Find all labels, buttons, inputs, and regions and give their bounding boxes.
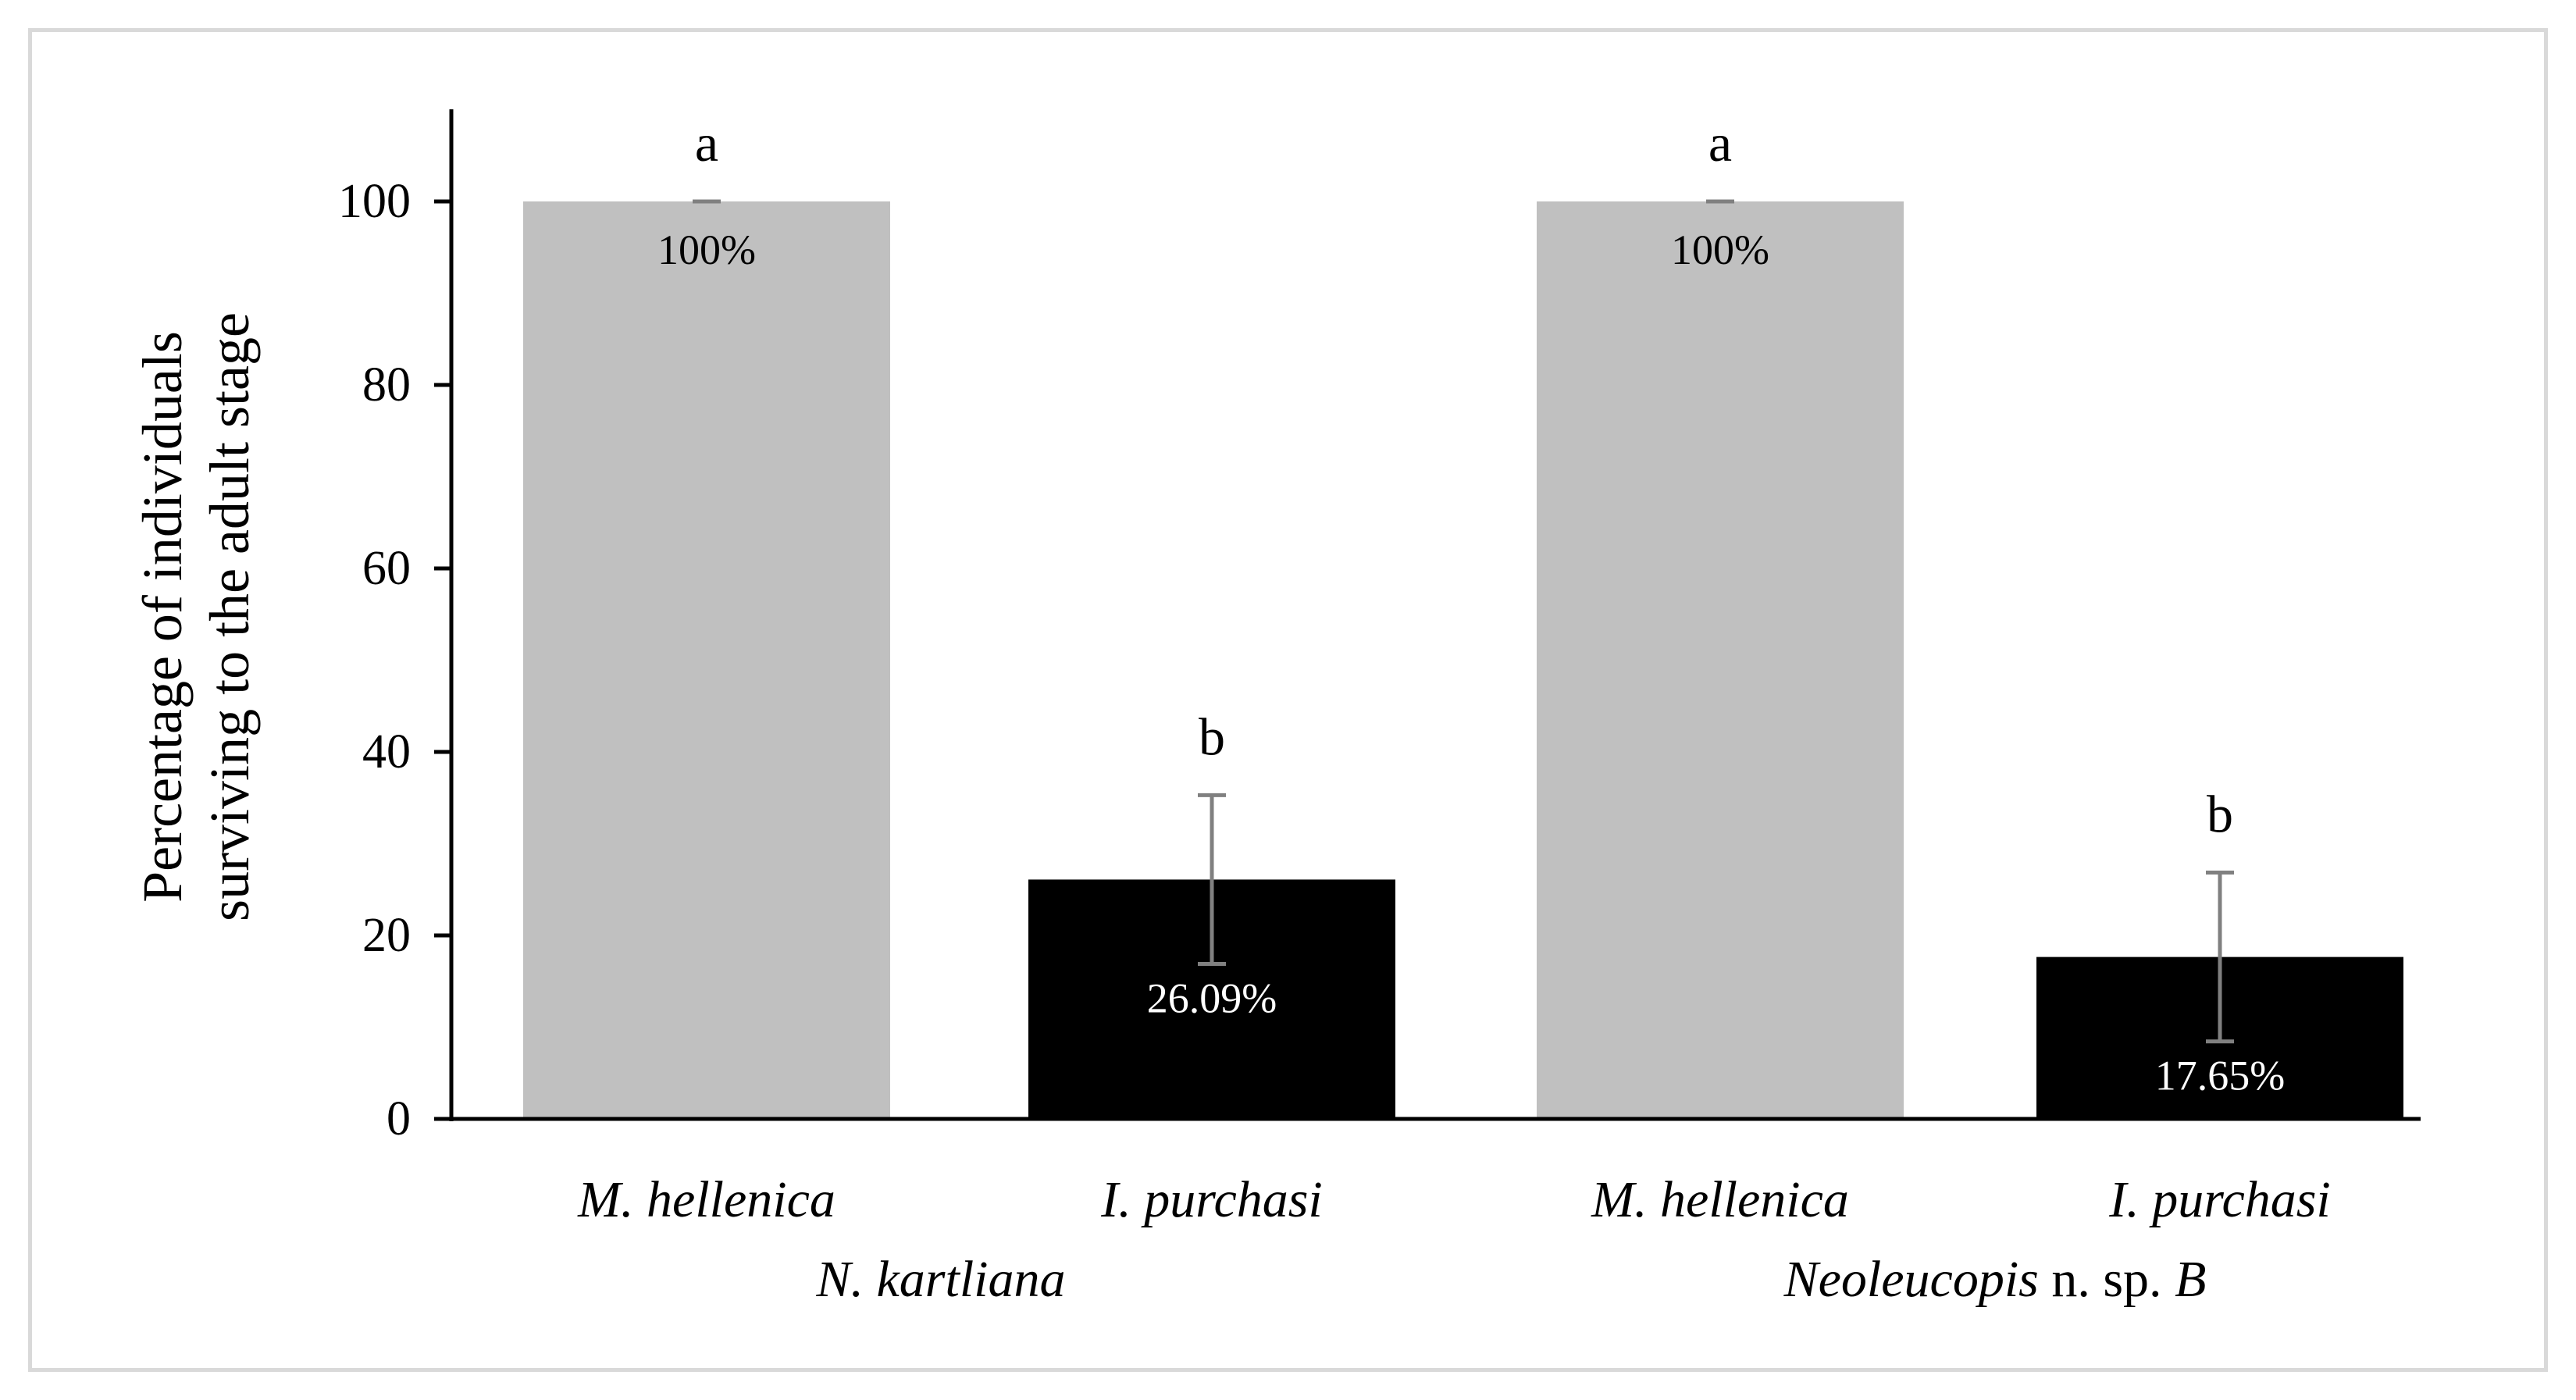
group-label: N. kartliana xyxy=(815,1251,1065,1308)
x-tick-label: I. purchasi xyxy=(1100,1171,1323,1228)
y-axis-title-line: Percentage of individuals xyxy=(131,331,194,903)
bar xyxy=(1537,201,1904,1119)
group-label-part: n. sp. xyxy=(2039,1251,2175,1308)
x-tick-label: M. hellenica xyxy=(577,1171,836,1228)
y-tick-label: 20 xyxy=(362,909,411,962)
y-tick-label: 40 xyxy=(362,725,411,778)
x-axis: M. hellenica I. purchasi N. kartliana M. he… xyxy=(449,1117,2421,1308)
y-axis: 0 20 40 60 80 100 xyxy=(338,109,454,1145)
data-label: 100% xyxy=(657,226,756,273)
y-axis-title-line: surviving to the adult stage xyxy=(198,312,261,921)
significance-letter: b xyxy=(1199,707,1225,766)
significance-letter: a xyxy=(1708,113,1732,173)
significance-letter: a xyxy=(695,113,718,173)
y-tick-label: 80 xyxy=(362,358,411,411)
y-tick-label: 0 xyxy=(387,1092,411,1145)
group-label-part: Neoleucopis xyxy=(1783,1251,2039,1308)
group-label-part: B xyxy=(2175,1251,2206,1308)
data-label: 26.09% xyxy=(1147,974,1277,1021)
x-tick-label: M. hellenica xyxy=(1591,1171,1849,1228)
y-axis-title: Percentage of individuals surviving to th… xyxy=(131,312,261,921)
y-tick-label: 100 xyxy=(338,175,411,228)
bar xyxy=(523,201,890,1119)
group-label: Neoleucopis n. sp. B xyxy=(1783,1251,2207,1308)
data-label: 100% xyxy=(1671,226,1769,273)
bars: a 100% b 26.09% a 100% b 17.65% xyxy=(523,113,2403,1119)
group-label-part: N. kartliana xyxy=(815,1251,1065,1308)
data-label: 17.65% xyxy=(2155,1053,2285,1099)
x-tick-label: I. purchasi xyxy=(2108,1171,2331,1228)
significance-letter: b xyxy=(2207,785,2233,844)
y-tick-label: 60 xyxy=(362,542,411,595)
chart-frame xyxy=(28,28,2548,1372)
